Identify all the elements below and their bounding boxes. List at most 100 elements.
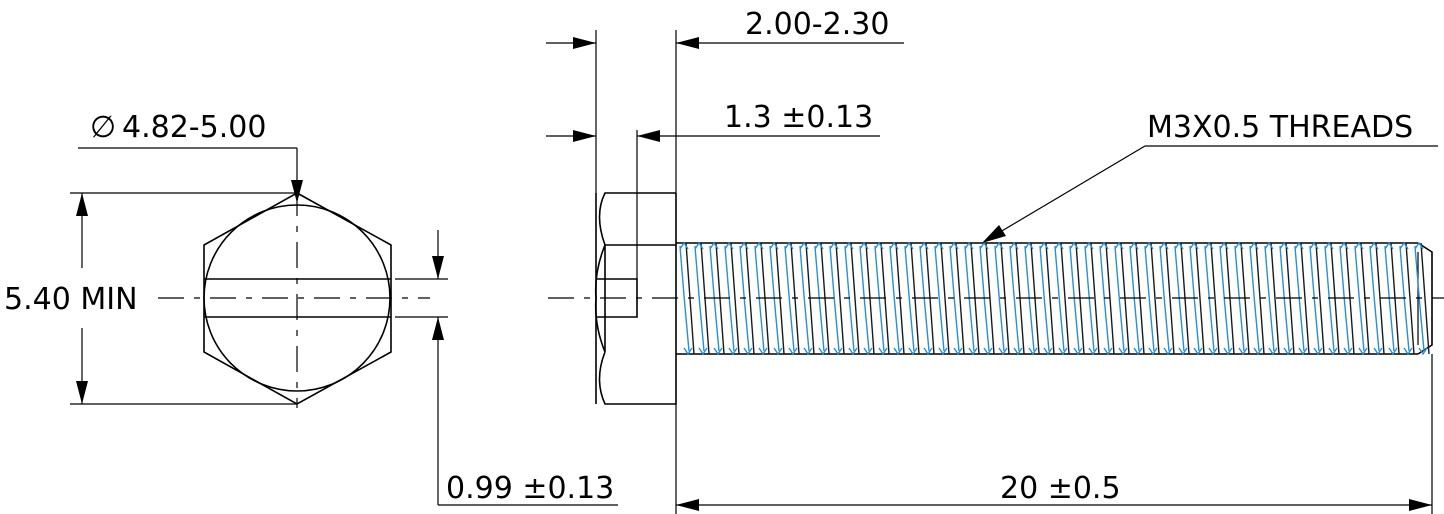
thread-crest — [730, 242, 740, 355]
thread-crest — [1045, 242, 1055, 355]
thread-crest — [1150, 242, 1160, 355]
thread-leader-arrow — [982, 225, 1006, 243]
thread-helix — [1009, 245, 1020, 352]
thread-peak — [1339, 241, 1353, 356]
slot-arrow-bottom — [432, 317, 444, 340]
thread-crest — [850, 242, 860, 355]
thread-peak — [1354, 241, 1368, 356]
thread-crest — [1405, 242, 1415, 355]
thread-crest — [1270, 242, 1280, 355]
thread-peak — [1189, 241, 1203, 356]
thread-peak — [889, 241, 903, 356]
thread-peak — [1309, 241, 1323, 356]
head-height-arrow-right — [676, 37, 699, 49]
thread-peak — [1009, 241, 1023, 356]
thread-peak — [1219, 241, 1233, 356]
thread-helix — [1159, 245, 1170, 352]
slot-depth-label: 1.3 ±0.13 — [724, 100, 873, 135]
thread-helix — [949, 245, 960, 352]
thread-peak — [1159, 241, 1173, 356]
thread-peak — [739, 241, 753, 356]
thread-helix — [994, 245, 1005, 352]
thread-peak — [679, 241, 693, 356]
thread-helix — [1249, 245, 1260, 352]
thread-peak — [769, 241, 783, 356]
thread-peak — [1204, 241, 1218, 356]
slot-width-label: 0.99 ±0.13 — [446, 471, 614, 506]
thread-helix — [799, 245, 810, 352]
thread-helix — [784, 245, 795, 352]
thread-peak — [1249, 241, 1263, 356]
thread-crest — [1300, 242, 1310, 355]
thread-peak — [799, 241, 813, 356]
thread-helix — [1264, 245, 1275, 352]
thread-peak — [1084, 241, 1098, 356]
thread-peak — [1054, 241, 1068, 356]
thread-peak — [1024, 241, 1038, 356]
thread-helix — [694, 245, 705, 352]
thread-helix — [679, 245, 690, 352]
thread-peak — [844, 241, 858, 356]
thread-peak — [1399, 241, 1413, 356]
thread-peak — [934, 241, 948, 356]
length-label: 20 ±0.5 — [1000, 471, 1121, 506]
thread-peak — [784, 241, 798, 356]
thread-peak — [1099, 241, 1113, 356]
thread-crest — [1060, 242, 1070, 355]
end-view: ∅ 4.82-5.00 5.40 MIN 0.99 ±0.13 — [4, 110, 618, 506]
thread-crest — [745, 242, 755, 355]
thread-callout-label: M3X0.5 THREADS — [1147, 110, 1413, 145]
thread-crest — [1195, 242, 1205, 355]
head-height-arrow-left — [573, 37, 596, 49]
thread-crest — [1420, 242, 1430, 355]
thread-peak — [1144, 241, 1158, 356]
thread-peak — [1279, 241, 1293, 356]
thread-helix — [1144, 245, 1155, 352]
thread-helix — [889, 245, 900, 352]
across-flats-label: 5.40 MIN — [4, 282, 138, 317]
thread-peak — [724, 241, 738, 356]
thread-helix — [934, 245, 945, 352]
thread-peak — [814, 241, 828, 356]
thread-peak — [859, 241, 873, 356]
flats-arrow-top — [76, 193, 88, 216]
thread-peak — [1114, 241, 1128, 356]
slot-depth-arrow-left — [573, 130, 596, 142]
length-arrow-right — [1409, 499, 1432, 511]
thread-peak — [1414, 241, 1428, 356]
thread-helix — [1054, 245, 1065, 352]
thread-helix — [1114, 245, 1125, 352]
thread-peak — [1369, 241, 1383, 356]
thread-peak — [1264, 241, 1278, 356]
thread-peak — [1294, 241, 1308, 356]
thread-peak — [694, 241, 708, 356]
thread-peak — [994, 241, 1008, 356]
thread-peak — [754, 241, 768, 356]
head-height-label: 2.00-2.30 — [745, 7, 889, 42]
thread-peak — [1324, 241, 1338, 356]
diameter-symbol: ∅ — [90, 110, 116, 145]
thread-crest — [1315, 242, 1325, 355]
thread-peak — [1234, 241, 1248, 356]
side-view: 2.00-2.30 1.3 ±0.13 M3X0.5 THREADS 20 ±0… — [546, 7, 1444, 514]
thread-crest — [835, 242, 845, 355]
thread-leader-diagonal — [989, 145, 1146, 239]
thread-peak — [1384, 241, 1398, 356]
thread-peak — [949, 241, 963, 356]
thread-crest — [940, 242, 950, 355]
slot-arrow-top — [432, 256, 444, 279]
thread-helix — [829, 245, 840, 352]
thread-peak — [964, 241, 978, 356]
thread-peak — [829, 241, 843, 356]
thread-peak — [709, 241, 723, 356]
thread-crest — [1090, 242, 1100, 355]
thread-peak — [979, 241, 993, 356]
diameter-label: 4.82-5.00 — [122, 110, 266, 145]
diameter-arrow — [291, 180, 303, 203]
thread-peak — [1174, 241, 1188, 356]
thread-crest — [955, 242, 965, 355]
thread-helix — [904, 245, 915, 352]
thread-peak — [874, 241, 888, 356]
thread-helix — [1369, 245, 1380, 352]
